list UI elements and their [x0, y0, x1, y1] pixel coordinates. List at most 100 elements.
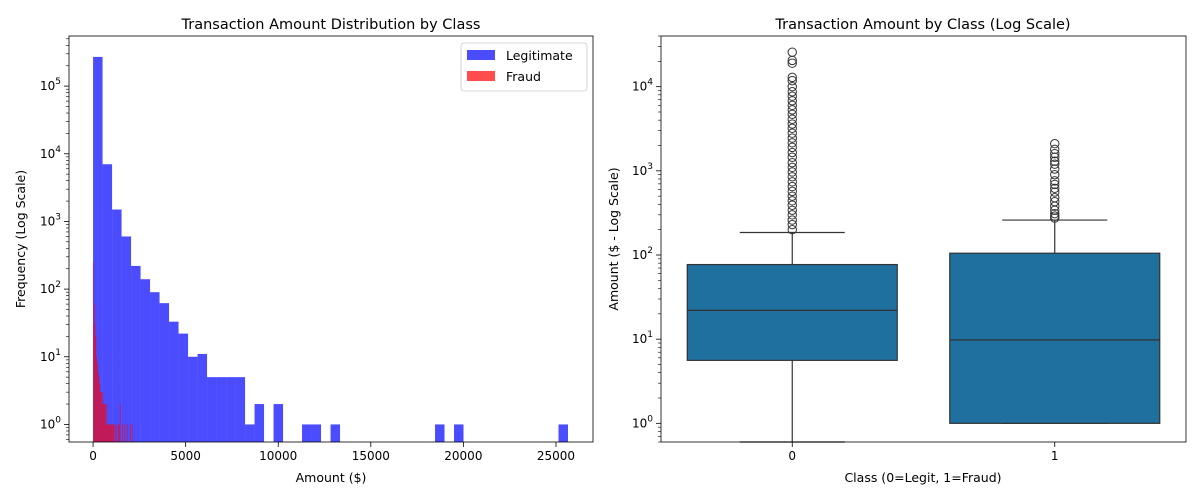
- outlier-point: [1050, 139, 1060, 149]
- outlier-point: [787, 157, 797, 168]
- x-tick-label: 5000: [170, 449, 201, 463]
- legit-bar: [188, 356, 198, 442]
- outlier-point: [787, 215, 797, 225]
- x-tick-label: 0: [788, 449, 796, 463]
- legit-bar: [254, 404, 265, 442]
- fraud-bar: [108, 424, 109, 442]
- outlier-point: [787, 186, 797, 197]
- y-tick-label: 100: [40, 415, 61, 431]
- boxplot-xlabel: Class (0=Legit, 1=Fraud): [844, 470, 1001, 485]
- legit-bar: [169, 321, 179, 442]
- legit-bar: [140, 279, 151, 442]
- fraud-bar: [105, 424, 107, 442]
- outlier-point: [1050, 164, 1060, 174]
- legit-bar: [150, 292, 160, 442]
- legit-bar: [216, 377, 227, 442]
- legit-bar: [435, 424, 445, 442]
- fraud-bar: [131, 424, 133, 442]
- outlier-point: [1050, 183, 1060, 194]
- outlier-point: [787, 196, 797, 206]
- legit-bar: [112, 209, 122, 442]
- fraud-bar: [97, 371, 99, 442]
- outlier-point: [1050, 179, 1060, 190]
- outlier-point: [787, 133, 797, 143]
- outlier-point: [1050, 187, 1060, 197]
- y-tick-label: 101: [632, 330, 653, 346]
- legend-swatch-fraud: [467, 71, 495, 81]
- fraud-bar: [95, 336, 97, 442]
- histogram-ylabel: Frequency (Log Scale): [13, 170, 28, 308]
- outlier-point: [787, 81, 797, 92]
- outlier-point: [787, 109, 797, 119]
- outlier-point: [787, 100, 797, 111]
- legend-swatch-legitimate: [467, 50, 495, 60]
- x-tick-label: 25000: [537, 449, 575, 463]
- boxplot-frame: [660, 35, 1187, 443]
- outlier-point: [1050, 208, 1060, 219]
- x-tick-label: 0: [89, 449, 97, 463]
- fraud-bar: [115, 424, 116, 442]
- fraud-bar: [113, 424, 115, 442]
- legit-bar: [454, 424, 464, 442]
- legit-bar: [311, 424, 322, 442]
- y-tick-label: 102: [632, 246, 653, 262]
- outlier-point: [1050, 211, 1060, 221]
- outlier-point: [1050, 196, 1060, 207]
- legend-label-fraud: Fraud: [506, 69, 541, 84]
- fraud-bar: [99, 383, 101, 442]
- fraud-bar: [98, 377, 100, 442]
- fraud-bars: [93, 262, 133, 442]
- histogram-frame: [68, 35, 594, 443]
- legit-bar: [93, 56, 103, 442]
- outlier-point: [787, 147, 797, 158]
- y-tick-label: 103: [632, 162, 653, 178]
- fraud-bar: [100, 392, 102, 442]
- legit-bar: [302, 424, 312, 442]
- outlier-point: [787, 47, 797, 57]
- legit-bar: [207, 377, 217, 442]
- outlier-point: [787, 105, 797, 115]
- y-tick-label: 101: [40, 348, 61, 364]
- outlier-point: [787, 224, 797, 235]
- outlier-point: [787, 167, 797, 177]
- y-tick-label: 105: [40, 77, 61, 93]
- legit-bar: [121, 236, 132, 442]
- outlier-point: [1050, 148, 1060, 159]
- histogram-x-ticks: 0 5000 10000 15000 20000 25000: [89, 442, 575, 463]
- fraud-bar: [104, 404, 106, 442]
- iqr-box: [686, 263, 898, 361]
- boxplot-panel: Transaction Amount by Class (Log Scale) …: [606, 17, 1187, 485]
- y-tick-label: 100: [632, 414, 653, 430]
- legit-bar: [273, 404, 284, 442]
- legit-bar: [102, 164, 113, 442]
- fraud-bar: [101, 404, 103, 442]
- outlier-point: [787, 200, 797, 210]
- x-tick-label: 1: [1051, 449, 1059, 463]
- legit-bar: [131, 265, 141, 442]
- outlier-point: [787, 177, 797, 187]
- legit-bar: [226, 377, 236, 442]
- outlier-point: [787, 142, 797, 153]
- fraud-bar: [103, 404, 105, 442]
- legit-bar: [245, 424, 255, 442]
- fraud-bar: [119, 404, 121, 442]
- fraud-bar: [108, 424, 110, 442]
- fraud-bar: [93, 304, 95, 442]
- iqr-box: [949, 252, 1161, 424]
- x-tick-label: 10000: [259, 449, 297, 463]
- outlier-point: [1050, 192, 1060, 203]
- fraud-bar: [126, 424, 128, 442]
- outlier-point: [787, 210, 797, 220]
- outlier-point: [787, 191, 797, 201]
- fraud-bar: [93, 262, 94, 442]
- outlier-point: [787, 119, 797, 129]
- y-tick-label: 104: [40, 145, 61, 161]
- fraud-bar: [94, 324, 96, 442]
- fraud-bar: [96, 356, 98, 442]
- outlier-point: [787, 152, 797, 162]
- legit-bar: [235, 377, 246, 442]
- x-tick-label: 15000: [352, 449, 390, 463]
- fraud-bar: [119, 424, 120, 442]
- histogram-y-ticks: 100 101 102 103 104 105: [40, 38, 69, 440]
